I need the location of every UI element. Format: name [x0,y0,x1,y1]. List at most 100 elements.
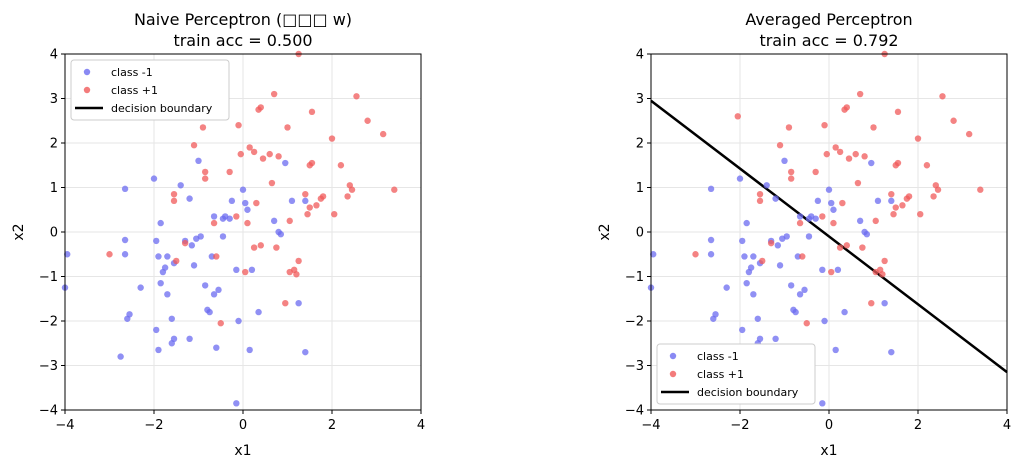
point-class-pos [302,190,309,198]
point-class-pos [226,168,233,176]
point-class-neg [856,217,864,225]
chart-subtitle: train acc = 0.792 [759,31,898,50]
legend: class -1 class +1 decision boundary [656,343,816,405]
point-class-pos [759,257,766,265]
point-class-neg [801,286,808,294]
point-class-neg [210,213,218,220]
point-class-pos [843,104,850,111]
point-class-neg [206,308,213,316]
point-class-pos [246,144,253,151]
point-class-neg [246,346,253,354]
x-tick-label: −4 [55,418,74,433]
x-tick-label: 4 [1003,418,1011,433]
point-class-neg [750,253,757,260]
point-class-pos [977,186,984,193]
point-class-pos [391,186,398,193]
legend: class -1 class +1 decision boundary [70,59,230,121]
legend-marker-class-pos [83,86,91,94]
point-class-pos [201,175,209,182]
legend-label-class-neg: class -1 [697,350,739,363]
point-class-pos [872,217,879,225]
point-class-pos [293,271,300,278]
x-ticks: −4 −2 0 2 4 [641,410,1011,433]
point-class-neg [302,348,309,356]
point-class-neg [137,284,144,291]
point-class-pos [213,253,220,260]
point-class-pos [870,124,877,131]
legend-box [70,59,230,121]
point-class-pos [313,202,320,209]
point-class-neg [776,262,784,269]
point-class-neg [208,253,216,260]
point-class-neg [186,335,193,342]
y-tick-label: 4 [50,48,58,63]
point-class-pos [235,122,242,129]
y-tick-label: 1 [636,181,644,196]
x-tick-label: −2 [730,418,749,433]
point-class-neg [255,308,262,316]
point-class-pos [306,204,313,211]
point-class-pos [257,242,264,249]
point-class-neg [210,291,218,298]
point-class-neg [270,217,278,225]
point-class-pos [106,251,113,258]
point-class-neg [834,266,842,274]
point-class-neg [228,197,236,205]
point-class-neg [126,311,133,318]
y-tick-label: 3 [636,92,644,107]
legend-label-class-pos: class +1 [697,368,744,381]
point-class-neg [242,199,249,207]
x-tick-label: 4 [417,418,425,433]
point-class-pos [832,144,839,151]
y-tick-label: −1 [625,270,644,285]
point-class-pos [965,130,973,138]
point-class-pos [344,193,351,200]
y-tick-label: −3 [625,359,644,374]
point-class-neg [226,215,233,222]
point-class-pos [839,199,846,207]
point-class-neg [741,253,748,260]
point-class-neg [774,242,782,249]
y-ticks: −4 −3 −2 −1 0 1 2 3 4 [39,48,65,419]
point-class-neg [792,308,799,316]
decision-boundary-line [650,99,1008,374]
point-class-pos [170,190,178,198]
point-class-pos [308,159,316,167]
point-class-pos [273,244,280,251]
point-class-neg [117,353,124,360]
point-class-neg [188,242,196,249]
point-class-neg [248,266,256,274]
y-ticks: −4 −3 −2 −1 0 1 2 3 4 [625,48,651,419]
point-class-neg [712,311,719,318]
point-class-neg [781,157,788,164]
point-class-neg [121,185,129,193]
point-class-neg [819,266,826,274]
point-class-pos [217,320,224,327]
point-class-pos [785,124,793,131]
point-class-neg [164,253,171,260]
point-class-neg [739,326,746,334]
point-class-neg [197,233,204,240]
point-class-pos [170,197,178,205]
point-class-pos [821,122,828,129]
legend-marker-class-neg [83,68,91,76]
point-class-pos [854,179,862,187]
x-tick-label: −2 [144,418,163,433]
point-class-neg [825,186,833,193]
legend-label-decision-boundary: decision boundary [111,102,213,115]
y-tick-label: 2 [50,137,58,152]
point-class-pos [331,211,338,218]
point-class-neg [736,175,744,182]
point-class-pos [692,251,699,258]
point-class-pos [787,168,795,176]
point-class-pos [275,153,282,160]
y-tick-label: −4 [625,404,644,419]
x-tick-label: 0 [825,418,833,433]
x-tick-label: 2 [328,418,336,433]
point-class-neg [754,315,761,322]
point-class-pos [266,150,273,158]
point-class-pos [257,104,264,111]
point-class-neg [168,315,175,322]
point-class-neg [783,233,790,240]
